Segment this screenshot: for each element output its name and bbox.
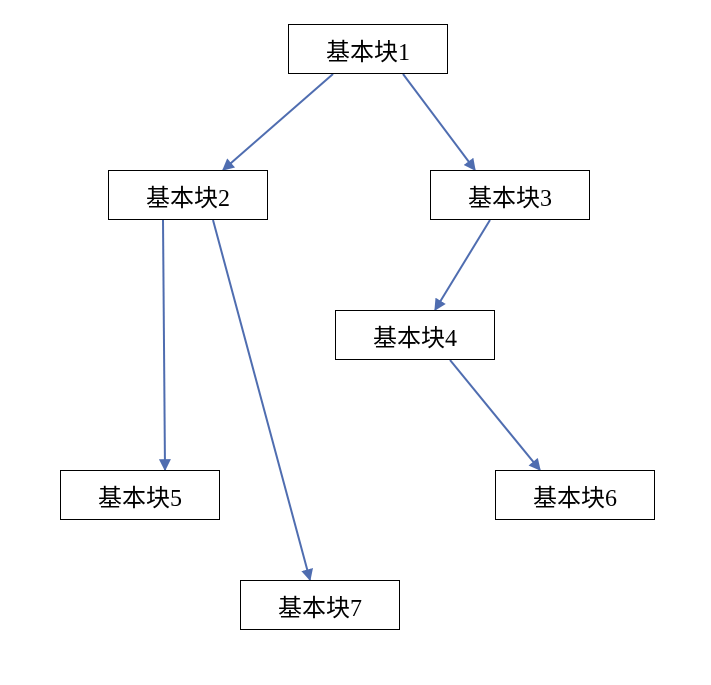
edge-b2-b7 — [213, 220, 310, 580]
edge-b1-b2 — [223, 74, 333, 170]
node-b7: 基本块7 — [240, 580, 400, 630]
node-b6: 基本块6 — [495, 470, 655, 520]
edge-b1-b3 — [403, 74, 475, 170]
node-label: 基本块6 — [533, 478, 617, 513]
node-label: 基本块7 — [278, 588, 362, 623]
node-label: 基本块5 — [98, 478, 182, 513]
node-b2: 基本块2 — [108, 170, 268, 220]
node-b5: 基本块5 — [60, 470, 220, 520]
node-b1: 基本块1 — [288, 24, 448, 74]
edge-b3-b4 — [435, 220, 490, 310]
flowchart-canvas: 基本块1 基本块2 基本块3 基本块4 基本块5 基本块6 基本块7 — [0, 0, 711, 685]
edge-b4-b6 — [450, 360, 540, 470]
node-label: 基本块4 — [373, 318, 457, 353]
node-b3: 基本块3 — [430, 170, 590, 220]
node-b4: 基本块4 — [335, 310, 495, 360]
node-label: 基本块1 — [326, 32, 410, 67]
node-label: 基本块3 — [468, 178, 552, 213]
edge-b2-b5 — [163, 220, 165, 470]
node-label: 基本块2 — [146, 178, 230, 213]
